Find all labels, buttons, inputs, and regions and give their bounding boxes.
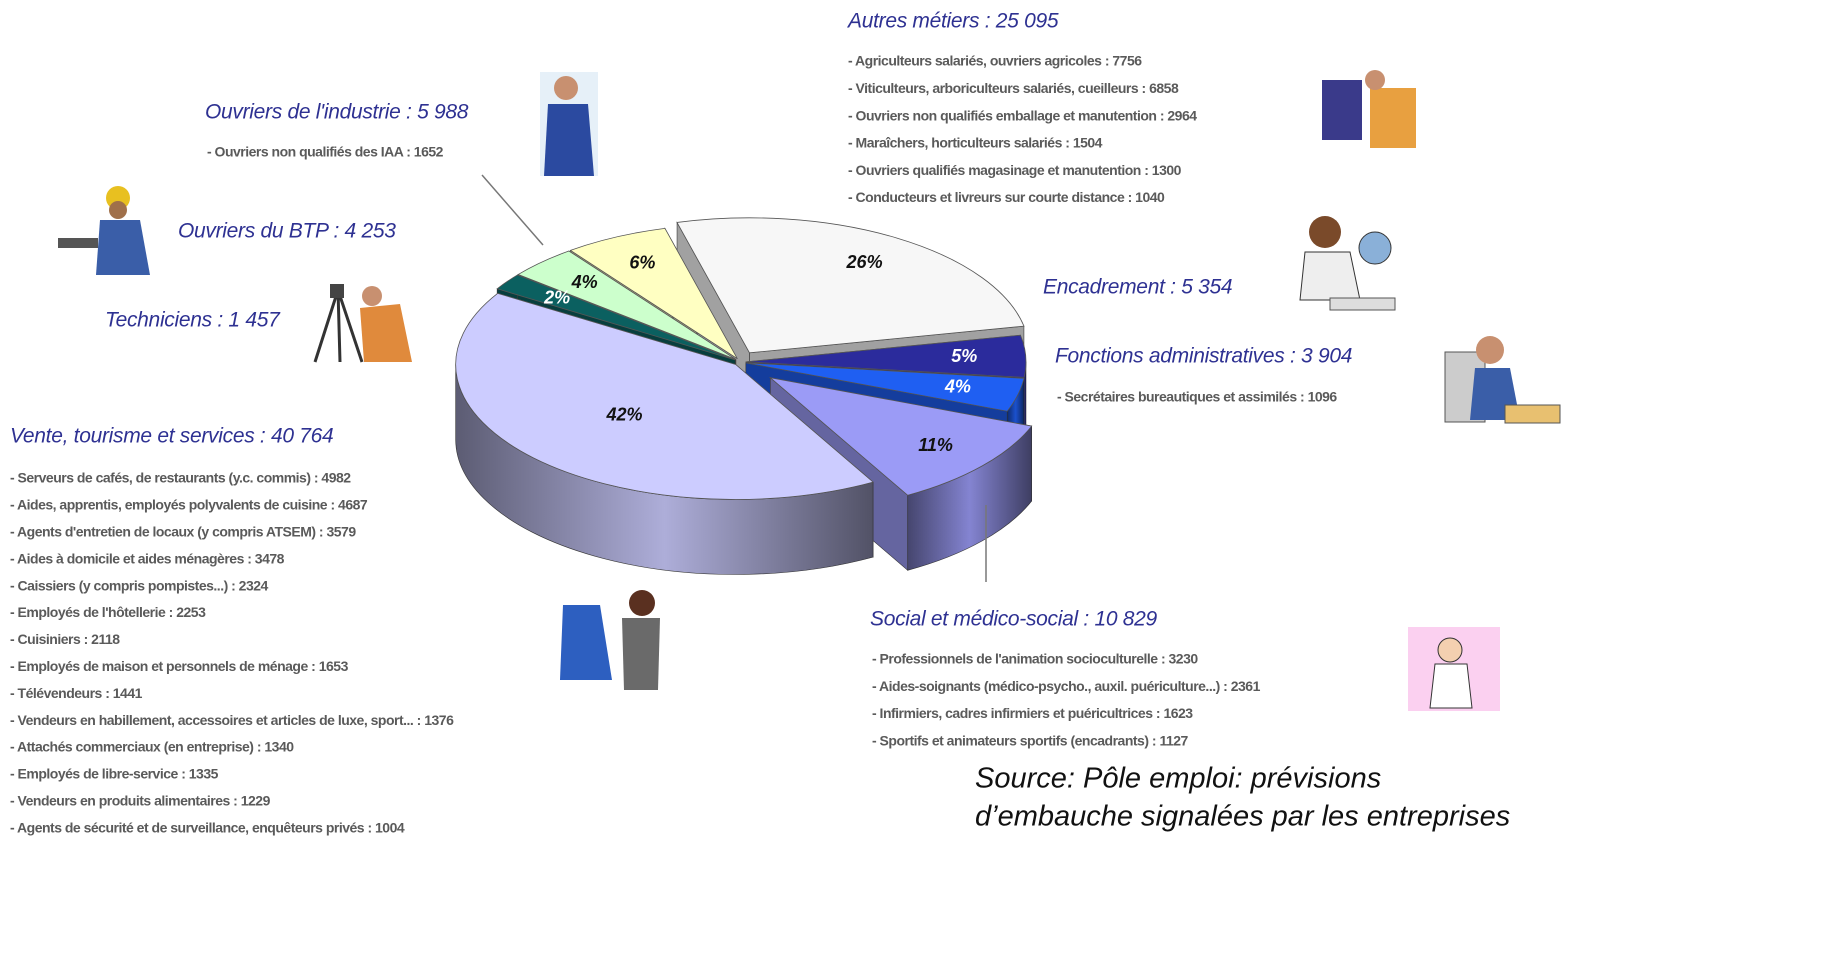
source-line: Source: Pôle emploi: prévisions — [975, 763, 1381, 795]
detail-item: - Employés de l'hôtellerie : 2253 — [10, 604, 206, 620]
infographic: 26%5%4%11%42%2%4%6% — [0, 0, 1825, 976]
detail-item: - Employés de libre-service : 1335 — [10, 766, 219, 782]
leader-line — [482, 175, 543, 245]
detail-item: - Professionnels de l'animation sociocul… — [872, 651, 1198, 667]
detail-item: - Aides, apprentis, employés polyvalents… — [10, 497, 368, 513]
detail-item: - Ouvriers non qualifiés des IAA : 1652 — [207, 144, 444, 160]
group-label: Techniciens : 1 457 — [105, 309, 281, 332]
percent-label: 5% — [951, 346, 977, 366]
percent-label: 42% — [606, 405, 643, 425]
icon-logistics — [1322, 70, 1416, 148]
detail-item: - Télévendeurs : 1441 — [10, 685, 143, 701]
detail-item: - Agents d'entretien de locaux (y compri… — [10, 524, 356, 540]
detail-item: - Vendeurs en habillement, accessoires e… — [10, 712, 454, 728]
percent-label: 26% — [846, 252, 883, 272]
icon-manager — [1300, 216, 1395, 310]
detail-item: - Vendeurs en produits alimentaires : 12… — [10, 793, 271, 809]
percent-label: 4% — [571, 272, 598, 292]
detail-item: - Maraîchers, horticulteurs salariés : 1… — [848, 135, 1103, 151]
detail-item: - Ouvriers non qualifiés emballage et ma… — [848, 107, 1197, 123]
detail-item: - Cuisiniers : 2118 — [10, 631, 120, 647]
percent-label: 2% — [543, 288, 570, 308]
icon-caregiver — [1408, 627, 1500, 711]
detail-item: - Infirmiers, cadres infirmiers et puéri… — [872, 705, 1193, 721]
icon-sales-clerk — [560, 590, 660, 690]
group-label: Vente, tourisme et services : 40 764 — [10, 425, 333, 448]
detail-item: - Secrétaires bureautiques et assimilés … — [1057, 389, 1337, 405]
group-label: Ouvriers du BTP : 4 253 — [178, 220, 396, 243]
icon-technician — [315, 284, 412, 362]
detail-item: - Sportifs et animateurs sportifs (encad… — [872, 732, 1189, 748]
icon-construction-worker — [58, 186, 150, 275]
percent-label: 11% — [918, 435, 953, 455]
detail-item: - Conducteurs et livreurs sur courte dis… — [848, 189, 1165, 205]
detail-item: - Aides à domicile et aides ménagères : … — [10, 550, 285, 566]
detail-item: - Attachés commerciaux (en entreprise) :… — [10, 739, 294, 755]
group-label: Autres métiers : 25 095 — [846, 10, 1059, 33]
percent-label: 6% — [629, 253, 655, 273]
group-label: Ouvriers de l'industrie : 5 988 — [205, 101, 469, 124]
group-label: Social et médico-social : 10 829 — [870, 608, 1158, 631]
detail-item: - Serveurs de cafés, de restaurants (y.c… — [10, 470, 351, 486]
percent-label: 4% — [944, 377, 971, 397]
detail-item: - Aides-soignants (médico-psycho., auxil… — [872, 678, 1261, 694]
detail-item: - Agriculteurs salariés, ouvriers agrico… — [848, 53, 1142, 69]
detail-item: - Employés de maison et personnels de mé… — [10, 658, 349, 674]
detail-item: - Caissiers (y compris pompistes...) : 2… — [10, 577, 269, 593]
group-label: Encadrement : 5 354 — [1043, 276, 1232, 299]
pie: 26%5%4%11%42%2%4%6% — [456, 218, 1032, 575]
detail-item: - Agents de sécurité et de surveillance,… — [10, 819, 405, 835]
detail-item: - Viticulteurs, arboriculteurs salariés,… — [848, 80, 1179, 96]
icon-administrative — [1445, 336, 1560, 423]
group-label: Fonctions administratives : 3 904 — [1055, 345, 1352, 368]
source-line: d’embauche signalées par les entreprises — [975, 801, 1510, 833]
icon-industry-worker — [540, 72, 598, 176]
detail-item: - Ouvriers qualifiés magasinage et manut… — [848, 162, 1182, 178]
